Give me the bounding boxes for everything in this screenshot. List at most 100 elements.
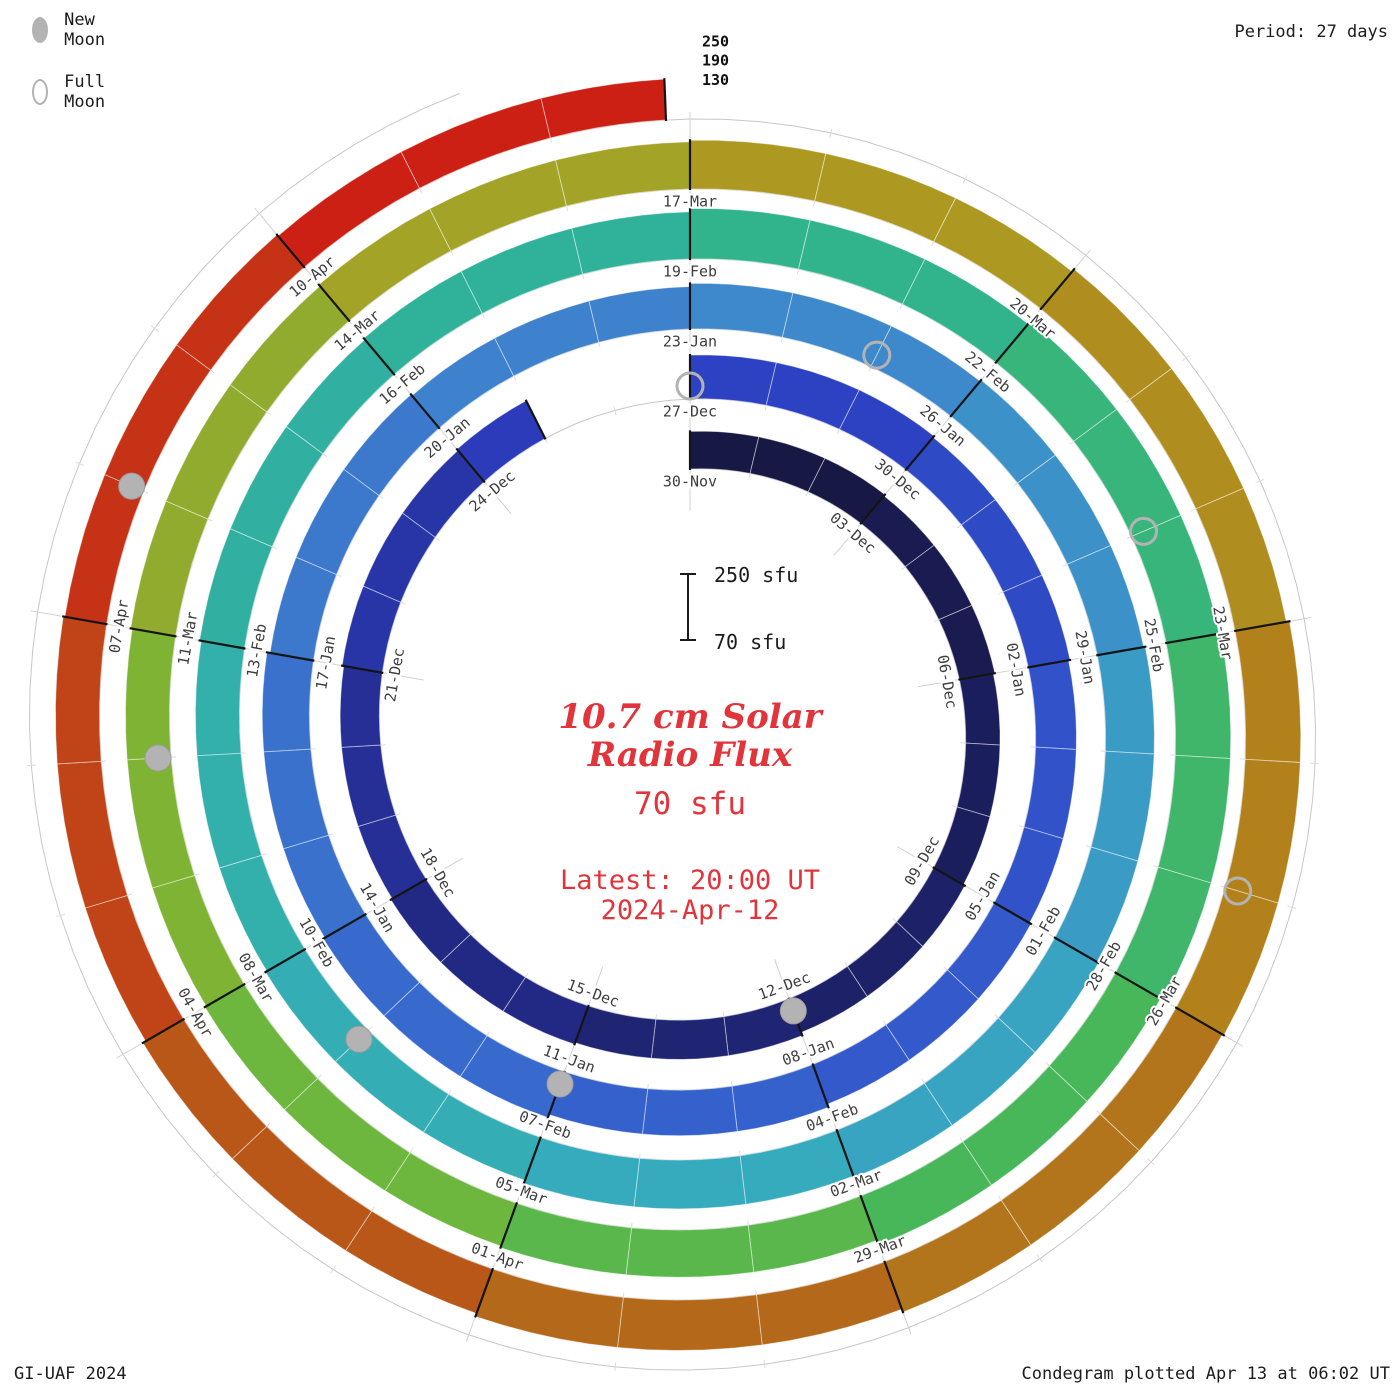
segment-divider — [958, 671, 997, 681]
segment-divider — [474, 1267, 495, 1318]
flux-bar-segment — [1027, 659, 1077, 750]
segment-divider — [198, 639, 246, 650]
grid-day-tick — [212, 1170, 220, 1178]
credit-label: GI-UAF 2024 — [14, 1364, 127, 1384]
flux-bar-segment — [956, 742, 1001, 818]
flux-bar-segment — [55, 615, 108, 765]
flux-bar-segment — [125, 628, 177, 761]
full-moon-marker — [862, 340, 892, 370]
grid-day-tick — [150, 325, 159, 332]
segment-divider — [1039, 267, 1076, 311]
segment-divider — [141, 1017, 186, 1045]
plotted-timestamp: Condegram plotted Apr 13 at 06:02 UT — [1021, 1364, 1390, 1384]
full-moon-marker — [675, 371, 705, 401]
grid-day-tick — [27, 764, 37, 767]
flux-bar-segment — [474, 1268, 624, 1349]
date-label: 27-Dec — [663, 403, 717, 421]
flux-bar-segment — [460, 227, 584, 315]
segment-divider — [203, 982, 246, 1009]
flux-bar-segment — [689, 282, 794, 338]
full-moon-label: Full Moon — [64, 72, 106, 112]
moon-markers — [118, 340, 1253, 1098]
grid-day-tick — [763, 1359, 766, 1369]
flux-bar-segment — [1157, 754, 1231, 884]
flux-scalebar: 250 sfu 70 sfu — [680, 563, 798, 654]
grid-radial-line — [897, 846, 940, 872]
flux-bar-segment — [781, 292, 893, 368]
new-moon-marker — [345, 1025, 373, 1053]
segment-divider — [1114, 971, 1165, 1002]
segment-divider — [1174, 1006, 1226, 1037]
segment-divider — [524, 399, 547, 440]
segment-divider — [573, 1004, 590, 1046]
flux-bar-segment — [650, 1016, 729, 1060]
flux-bar-segment — [261, 651, 314, 753]
full-moon-icon — [32, 79, 49, 105]
flux-bar-segment — [56, 760, 128, 909]
grid-day-tick — [1036, 1254, 1043, 1263]
new-moon-label: New Moon — [64, 10, 106, 50]
flux-axis-label: 250 — [702, 32, 729, 50]
segment-divider — [859, 1194, 880, 1247]
full-moon-marker — [1129, 516, 1159, 546]
grid-day-tick — [1310, 762, 1320, 765]
grid-radial-line — [585, 966, 604, 1013]
grid-day-tick — [613, 406, 617, 416]
flux-bar-segment — [616, 1294, 763, 1351]
flux-bar-segment — [574, 1005, 657, 1059]
flux-bar-segment — [625, 1224, 755, 1278]
segment-divider — [1053, 936, 1100, 965]
new-moon-marker — [779, 997, 807, 1025]
legend-row-full-moon: Full Moon — [32, 72, 115, 112]
grid-radial-line — [833, 517, 866, 556]
grid-radial-line — [479, 476, 512, 515]
segment-divider — [663, 78, 668, 121]
scalebar-min-label: 70 sfu — [714, 630, 786, 654]
flux-bar-segment — [1224, 758, 1301, 904]
grid-radial-line — [917, 677, 967, 688]
segment-divider — [992, 901, 1033, 926]
date-label: 30-Nov — [663, 473, 717, 491]
new-moon-icon — [32, 17, 49, 43]
flux-bar-segment — [340, 744, 397, 827]
grid-radial-line — [774, 959, 792, 1006]
flux-bar-segment — [1023, 746, 1077, 840]
segment-divider — [932, 866, 967, 888]
flux-bar-segment — [194, 640, 245, 757]
segment-divider — [811, 1063, 830, 1109]
grid-day-tick — [1287, 905, 1297, 909]
grid-day-tick — [56, 913, 66, 918]
grid-day-tick — [962, 175, 968, 184]
segment-divider — [1096, 645, 1147, 657]
segment-divider — [62, 615, 108, 626]
flux-bar-segment — [196, 752, 263, 869]
segment-divider — [904, 434, 936, 472]
flux-bar-segment — [797, 219, 926, 305]
flux-bar-segment — [689, 430, 760, 474]
flux-bar-segment — [1096, 646, 1155, 755]
segment-divider — [321, 912, 367, 941]
full-moon-marker — [1223, 876, 1253, 906]
flux-bar-segment — [263, 748, 330, 850]
segment-divider — [317, 283, 351, 323]
new-moon-marker — [118, 472, 146, 500]
segment-divider — [275, 233, 306, 269]
segment-divider — [265, 651, 315, 662]
flux-bar-segment — [689, 208, 811, 270]
segment-divider — [949, 378, 983, 418]
period-label: Period: 27 days — [1234, 22, 1388, 42]
flux-bar-segment — [540, 78, 667, 139]
segment-divider — [362, 336, 396, 376]
segment-divider — [1027, 658, 1072, 669]
flux-axis-label: 190 — [702, 52, 729, 70]
segment-divider — [389, 877, 428, 902]
flux-bars — [55, 78, 1302, 1351]
flux-bar-segment — [633, 1155, 747, 1210]
date-label: 19-Feb — [663, 263, 717, 281]
segment-divider — [340, 664, 384, 675]
segment-divider — [1233, 620, 1291, 633]
grid-day-tick — [614, 1361, 617, 1371]
grid-day-tick — [330, 1265, 337, 1274]
